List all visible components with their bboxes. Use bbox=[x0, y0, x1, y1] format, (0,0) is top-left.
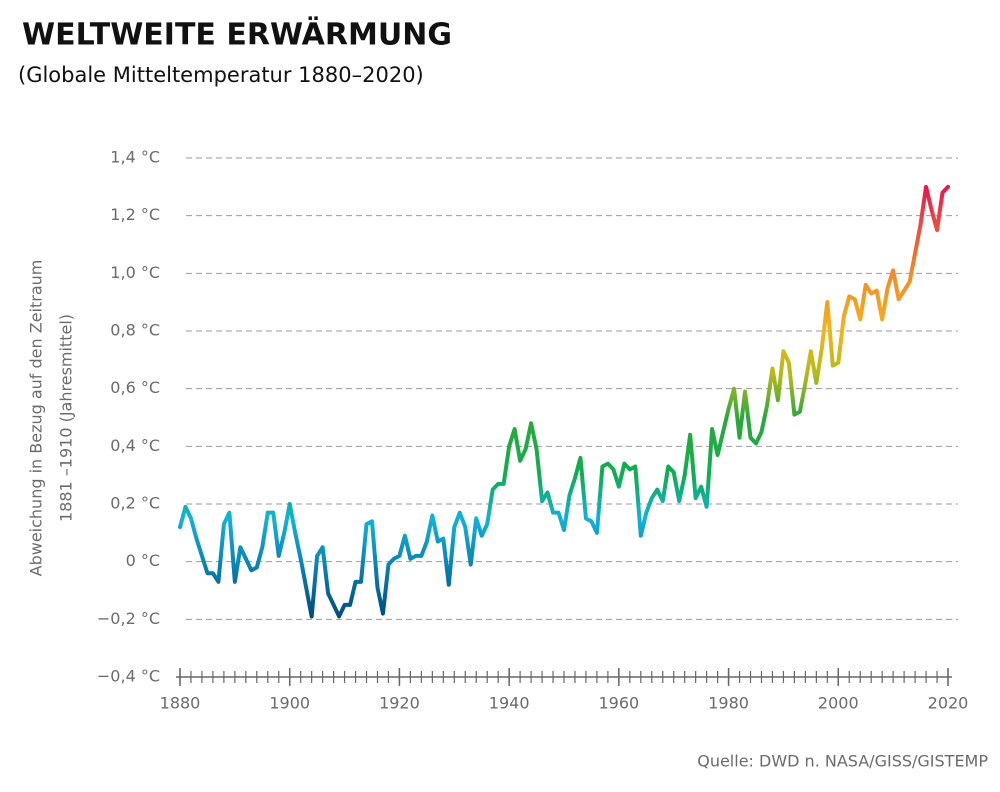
x-tick-label: 2000 bbox=[818, 694, 859, 713]
chart-title: WELTWEITE ERWÄRMUNG bbox=[22, 17, 452, 53]
y-tick-label: 1,2 °C bbox=[110, 205, 160, 224]
x-tick-label: 1920 bbox=[379, 694, 420, 713]
y-tick-label: 0,8 °C bbox=[110, 321, 160, 340]
y-axis-title: Abweichung in Bezug auf den Zeitraum 188… bbox=[27, 260, 76, 577]
y-tick-label: 1,0 °C bbox=[110, 263, 160, 282]
x-tick-label: 1940 bbox=[489, 694, 530, 713]
temperature-line bbox=[178, 184, 950, 619]
y-label-line: 1881 –1910 (Jahresmittel) bbox=[57, 314, 76, 522]
x-tick-label: 2020 bbox=[928, 694, 969, 713]
y-tick-label: 0,4 °C bbox=[110, 436, 160, 455]
x-tick-label: 1880 bbox=[160, 694, 201, 713]
y-tick-label: 0,2 °C bbox=[110, 494, 160, 513]
y-tick-label: 1,4 °C bbox=[110, 148, 160, 167]
y-label-line: Abweichung in Bezug auf den Zeitraum bbox=[27, 260, 46, 577]
y-tick-label: −0,4 °C bbox=[97, 667, 160, 686]
y-tick-label: 0 °C bbox=[126, 551, 160, 570]
x-tick-label: 1900 bbox=[269, 694, 310, 713]
x-tick-label: 1980 bbox=[708, 694, 749, 713]
x-tick-label: 1960 bbox=[598, 694, 639, 713]
y-tick-label: −0,2 °C bbox=[97, 609, 160, 628]
y-tick-label: 0,6 °C bbox=[110, 378, 160, 397]
chart-subtitle: (Globale Mitteltemperatur 1880–2020) bbox=[18, 63, 424, 87]
source: Quelle: DWD n. NASA/GISS/GISTEMP bbox=[697, 752, 988, 771]
